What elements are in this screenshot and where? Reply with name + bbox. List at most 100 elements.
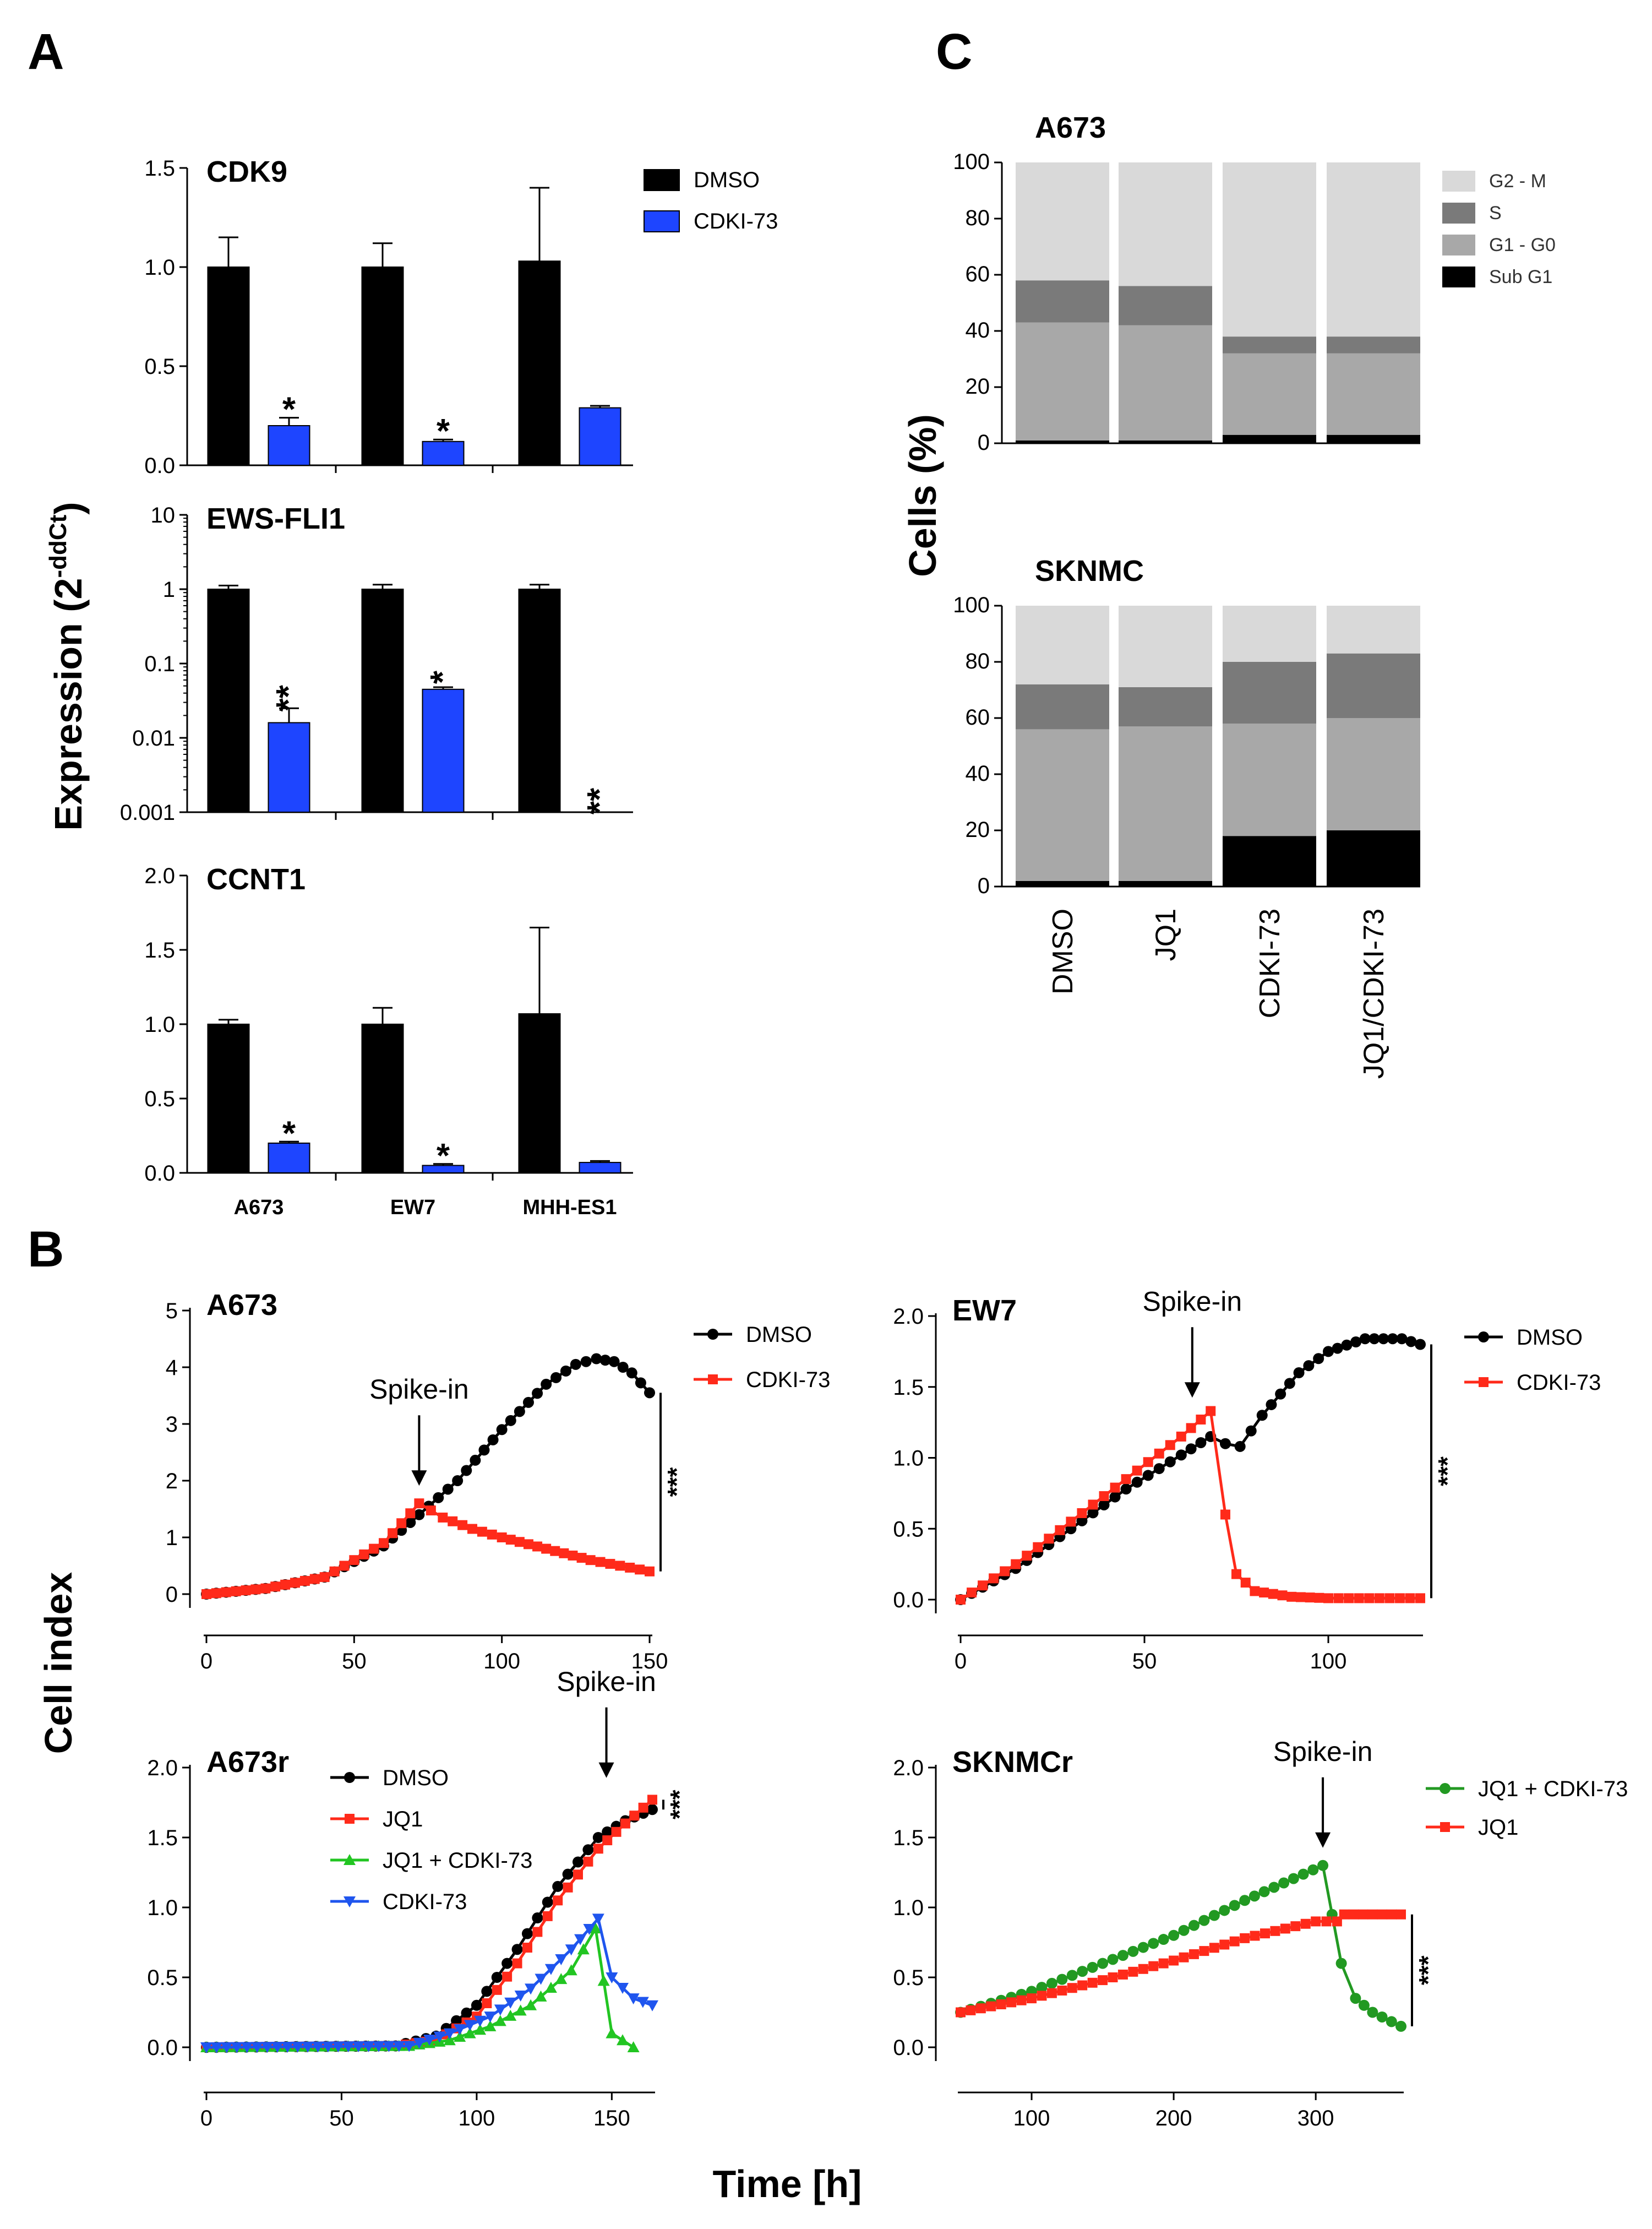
data-point-ci_a673-1 — [497, 1532, 507, 1542]
significance-ccnt1: * — [282, 1114, 296, 1152]
stack-cc_a673-subg1-2 — [1223, 434, 1316, 443]
data-point-ci_a673r-2 — [544, 1982, 557, 1993]
data-point-ci_a673-1 — [211, 1588, 221, 1599]
stack-cc_sknmc-g1-g0-2 — [1223, 724, 1316, 836]
data-point-ci_a673-1 — [635, 1564, 645, 1575]
stack-cc_a673-g2-m-2 — [1223, 162, 1316, 337]
data-point-ci_a673-0 — [550, 1372, 562, 1383]
data-point-ci_ew7-0 — [1415, 1339, 1426, 1350]
y-tick-label-ewsfli1: 1 — [163, 578, 175, 602]
stack-cc_sknmc-g1-g0-3 — [1327, 718, 1420, 830]
data-point-ci_ew7-0 — [1153, 1463, 1165, 1475]
stack-cc_sknmc-g2-m-1 — [1119, 606, 1212, 687]
legend-label-phase: G1 - G0 — [1489, 235, 1556, 255]
y-tick-label-ci_ew7: 0.0 — [893, 1588, 924, 1612]
stack-cc_a673-subg1-1 — [1119, 440, 1212, 443]
expression-ylabel-main: Expression (2 — [47, 578, 90, 831]
x-tick-label-ci_a673r: 0 — [200, 2106, 212, 2130]
data-point-ci_a673r-1 — [522, 1943, 532, 1953]
data-point-ci_sknmcr-0 — [1208, 1910, 1220, 1921]
data-point-ci_a673-0 — [461, 1465, 472, 1476]
data-point-ci_a673-0 — [478, 1444, 490, 1456]
data-point-ci_a673r-3 — [636, 1997, 649, 2008]
data-point-ci_sknmcr-1 — [1219, 1939, 1230, 1950]
data-point-ci_a673r-3 — [332, 2041, 345, 2053]
data-point-ci_sknmcr-1 — [1128, 1966, 1138, 1977]
stack-cc_a673-g1-g0-0 — [1016, 322, 1109, 441]
data-point-ci_sknmcr-1 — [1098, 1975, 1108, 1986]
data-point-ci_ew7-1 — [1250, 1586, 1260, 1596]
data-point-ci_a673-0 — [644, 1387, 655, 1399]
chart-title-ci_ew7: EW7 — [952, 1294, 1017, 1327]
data-point-ci_ew7-1 — [1044, 1534, 1054, 1544]
x-tick-label-ci_ew7: 100 — [1310, 1649, 1347, 1673]
x-category-a673: A673 — [234, 1196, 284, 1219]
panel-label-c: C — [936, 24, 972, 80]
data-point-ci_a673r-0 — [532, 1912, 543, 1924]
data-point-ci_a673r-1 — [542, 1911, 553, 1921]
data-point-ci_sknmcr-1 — [1229, 1936, 1240, 1947]
data-point-ci_a673-1 — [319, 1572, 330, 1583]
data-point-ci_a673-1 — [280, 1579, 291, 1590]
cellindex-ylabel: Cell index — [37, 1572, 80, 1754]
data-point-ci_ew7-0 — [1293, 1367, 1305, 1378]
data-point-ci_a673r-3 — [362, 2041, 375, 2052]
data-point-ci_a673r-3 — [200, 2042, 212, 2053]
legend-label-ci_a673r: JQ1 + CDKI-73 — [383, 1849, 532, 1873]
data-point-ci_sknmcr-1 — [1108, 1972, 1118, 1982]
data-point-ci_a673-1 — [448, 1516, 458, 1526]
legend-label-ci_sknmcr: JQ1 — [1478, 1815, 1518, 1840]
data-point-ci_a673-1 — [405, 1508, 416, 1519]
y-tick-label-ci_a673r: 0.5 — [147, 1966, 178, 1990]
bar-ewsfli1-dmso-a673 — [207, 589, 250, 813]
data-point-ci_a673-1 — [231, 1586, 241, 1596]
data-point-ci_sknmcr-0 — [1036, 1982, 1048, 1993]
data-point-ci_a673r-0 — [542, 1896, 553, 1908]
series-line-ci_a673-1 — [206, 1501, 650, 1596]
legend-marker-ci_sknmcr — [1440, 1783, 1451, 1794]
data-point-ci_ew7-1 — [989, 1573, 999, 1584]
legend-marker-ci_a673r — [344, 1772, 355, 1783]
bar-cdk9-cdki-73-mhh-es1 — [579, 407, 621, 466]
legend-swatch-phase — [1442, 267, 1475, 287]
cells-ylabel: Cells (%) — [901, 414, 944, 577]
data-point-ci_a673r-3 — [312, 2041, 324, 2053]
data-point-ci_sknmcr-0 — [1258, 1886, 1270, 1898]
data-point-ci_a673r-1 — [620, 1818, 630, 1829]
series-line-ci_a673r-3 — [206, 1915, 653, 2049]
stack-cc_a673-subg1-0 — [1016, 440, 1109, 443]
bar-cdk9-cdki-73-ew7 — [422, 441, 465, 466]
spike-in-arrowhead-ci_sknmcr — [1315, 1832, 1331, 1848]
y-tick-label-ci_a673: 0 — [166, 1583, 178, 1607]
data-point-ci_a673r-3 — [302, 2041, 314, 2053]
data-point-ci_sknmcr-1 — [1188, 1949, 1199, 1959]
data-point-ci_sknmcr-1 — [1209, 1943, 1219, 1953]
x-tick-label-ci_sknmcr: 300 — [1297, 2106, 1334, 2130]
data-point-ci_a673-0 — [580, 1356, 592, 1367]
data-point-ci_sknmcr-0 — [1178, 1924, 1190, 1936]
spike-in-arrowhead-ci_ew7 — [1184, 1382, 1200, 1398]
data-point-ci_ew7-1 — [1176, 1431, 1186, 1442]
data-point-ci_a673r-2 — [555, 1973, 568, 1985]
data-point-ci_a673r-0 — [592, 1832, 604, 1843]
stack-cc_sknmc-subg1-1 — [1119, 880, 1212, 887]
data-point-ci_ew7-1 — [1099, 1491, 1109, 1502]
x-category-ew7: EW7 — [390, 1196, 435, 1219]
data-point-ci_ew7-1 — [1121, 1474, 1131, 1485]
data-point-ci_ew7-1 — [967, 1588, 977, 1598]
x-tick-label-ci_a673: 50 — [342, 1649, 367, 1673]
data-point-ci_a673-1 — [645, 1566, 655, 1576]
legend-label-ci_a673: CDKI-73 — [746, 1368, 830, 1392]
y-tick-label-ci_a673: 5 — [166, 1299, 178, 1323]
data-point-ci_a673r-3 — [220, 2042, 233, 2053]
data-point-ci_a673r-3 — [383, 2041, 395, 2052]
y-tick-label-cc_a673: 20 — [966, 374, 990, 399]
x-category-jq1: JQ1 — [1150, 909, 1182, 961]
legend-label-phase: G2 - M — [1489, 171, 1546, 192]
data-point-ci_a673r-3 — [210, 2042, 223, 2053]
x-tick-label-ci_a673: 150 — [631, 1649, 668, 1673]
bar-ccnt1-cdki-73-ew7 — [422, 1165, 465, 1173]
data-point-ci_sknmcr-0 — [1097, 1958, 1109, 1969]
data-point-ci_a673r-3 — [372, 2041, 385, 2052]
stack-cc_a673-g1-g0-3 — [1327, 353, 1420, 435]
